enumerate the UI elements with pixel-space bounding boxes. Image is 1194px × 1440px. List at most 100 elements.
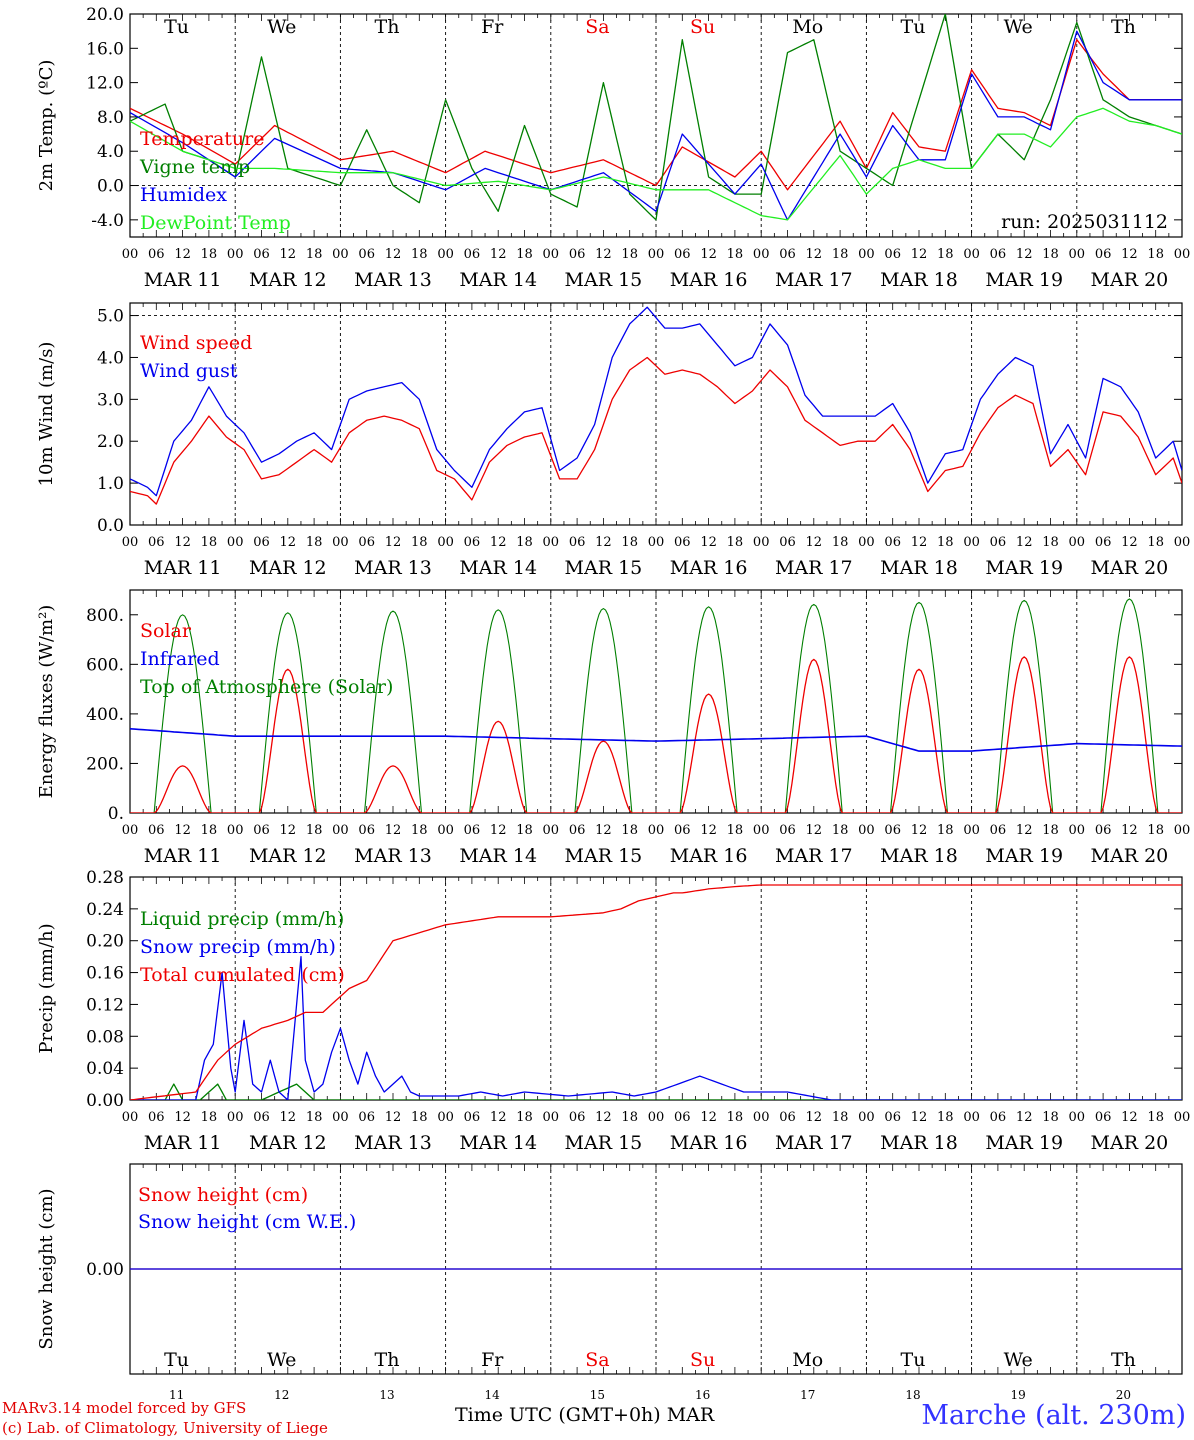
date-label: MAR 18 [880,269,958,291]
hour-tick-label: 00 [332,823,349,838]
hour-tick-label: 00 [122,247,139,262]
day-abbrev: We [267,1349,296,1371]
hour-tick-label: 06 [464,1110,481,1125]
hour-tick-label: 06 [464,535,481,550]
hour-tick-label: 00 [122,823,139,838]
date-label: MAR 14 [459,269,537,291]
hour-tick-label: 18 [832,823,849,838]
hour-tick-label: 06 [990,823,1007,838]
hour-tick-label: 06 [1095,1110,1112,1125]
date-label: MAR 19 [985,557,1063,579]
hour-tick-label: 00 [1174,823,1191,838]
y-tick-label: 20.0 [86,5,124,25]
hour-tick-label: 00 [858,535,875,550]
hour-tick-label: 00 [963,535,980,550]
hour-tick-label: 00 [543,823,560,838]
hour-tick-label: 12 [174,247,191,262]
hour-tick-label: 06 [253,1110,270,1125]
hour-tick-label: 00 [648,823,665,838]
hour-tick-label: 18 [1147,1110,1164,1125]
y-tick-label: 0.04 [86,1059,124,1079]
hour-tick-label: 00 [858,1110,875,1125]
hour-tick-label: 00 [437,1110,454,1125]
date-label: MAR 15 [565,1132,643,1154]
series-line-2 [130,955,1182,1100]
hour-tick-label: 06 [253,535,270,550]
date-label: MAR 13 [354,557,432,579]
hour-tick-label: 06 [148,247,165,262]
date-label: MAR 12 [249,1132,327,1154]
date-label: MAR 13 [354,1132,432,1154]
hour-tick-label: 18 [411,1110,428,1125]
date-label: MAR 11 [144,1132,222,1154]
date-label: MAR 12 [249,845,327,867]
hour-tick-label: 00 [963,1110,980,1125]
hour-tick-label: 12 [806,247,823,262]
lab-credit: (c) Lab. of Climatology, University of L… [2,1419,328,1437]
y-tick-label: 3.0 [97,390,124,410]
date-label: MAR 16 [670,557,748,579]
date-label: MAR 17 [775,1132,853,1154]
hour-tick-label: 18 [621,247,638,262]
hour-tick-label: 06 [884,823,901,838]
y-axis-label: 2m Temp. (ºC) [36,60,57,192]
hour-tick-label: 18 [832,535,849,550]
hour-tick-label: 18 [1042,1110,1059,1125]
date-label: MAR 13 [354,845,432,867]
hour-tick-label: 12 [490,1110,507,1125]
x-axis-title: Time UTC (GMT+0h) MAR [455,1404,715,1426]
hour-tick-label: 00 [753,823,770,838]
legend-entry: Vigne temp [139,156,250,178]
hour-tick-label: 00 [227,247,244,262]
day-abbrev: Tu [164,16,189,38]
hour-tick-label: 06 [358,823,375,838]
day-abbrev: Sa [585,1349,609,1371]
hour-tick-label: 12 [385,1110,402,1125]
y-tick-label: 16.0 [86,39,124,59]
series-group [130,306,1182,505]
hour-tick-label: 06 [779,247,796,262]
series-line-3 [130,884,1182,1100]
hour-tick-label: 06 [148,823,165,838]
legend-entry: Humidex [140,184,227,206]
day-number: 11 [169,1388,184,1402]
hour-tick-label: 18 [411,823,428,838]
hour-tick-label: 00 [1069,1110,1086,1125]
hour-tick-label: 00 [437,823,454,838]
date-label: MAR 19 [985,269,1063,291]
infrared-line [130,728,1182,752]
hour-tick-label: 18 [201,823,218,838]
hour-tick-label: 12 [595,247,612,262]
y-axis-label: 10m Wind (m/s) [36,342,57,487]
legend-entry: Total cumulated (cm) [140,964,345,986]
series-line-1 [130,1083,1182,1100]
hour-tick-label: 12 [700,535,717,550]
y-tick-label: 0.08 [86,1027,124,1047]
hour-tick-label: 00 [437,535,454,550]
y-axis-label: Precip (mm/h) [36,923,57,1053]
y-tick-label: -4.0 [91,211,124,231]
hour-tick-label: 00 [858,247,875,262]
hour-tick-label: 00 [753,247,770,262]
model-credit: MARv3.14 model forced by GFS [2,1399,247,1417]
hour-tick-label: 00 [227,1110,244,1125]
date-label: MAR 20 [1091,1132,1169,1154]
plot-frame [129,13,1183,238]
date-label: MAR 17 [775,557,853,579]
hour-tick-label: 18 [727,247,744,262]
date-label: MAR 16 [670,845,748,867]
hour-tick-label: 00 [648,247,665,262]
hour-tick-label: 00 [227,535,244,550]
date-label: MAR 14 [459,845,537,867]
hour-tick-label: 00 [648,535,665,550]
hour-tick-label: 06 [148,1110,165,1125]
hour-tick-label: 12 [174,1110,191,1125]
day-abbrev: Su [690,16,715,38]
y-tick-label: 8.0 [97,108,124,128]
hour-tick-label: 12 [1016,823,1033,838]
hour-tick-label: 18 [201,247,218,262]
y-tick-label: 200. [86,754,124,774]
date-label: MAR 15 [565,269,643,291]
hour-tick-label: 18 [1042,823,1059,838]
y-tick-label: 5.0 [97,307,124,327]
